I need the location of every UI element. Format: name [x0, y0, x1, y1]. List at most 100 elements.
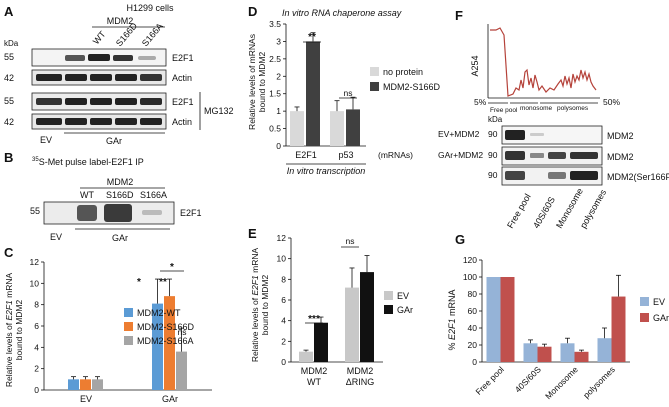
panel-b-title: 35S-Met pulse label-E2F1 IP [32, 157, 144, 167]
panel-d-y-tick-label: 1.5 [269, 89, 281, 99]
panel-a-group-ev: EV [40, 135, 52, 145]
panel-e-y-tick-label: 8 [281, 274, 286, 284]
panel-f-blot-3 [501, 166, 603, 186]
panel-e-ylabel-1: Relative levels of E2F1 mRNA [250, 247, 260, 362]
panel-g-y-tick-label: 40 [468, 323, 478, 333]
panel-c-annot-star-3: * [170, 262, 174, 273]
panel-e-y-tick-label: 4 [281, 316, 286, 326]
panel-f-trace-start: 5% [474, 97, 487, 107]
panel-c-bar [80, 379, 91, 390]
panel-e-annot-ns: ns [346, 236, 355, 246]
panel-f-row2-mw: 90 [488, 150, 498, 160]
panel-e-bar [360, 272, 374, 362]
panel-d-y-tick-label: 2 [276, 71, 281, 81]
panel-c-legend-label: MDM2-WT [137, 308, 181, 318]
panel-e-y-tick-label: 6 [281, 295, 286, 305]
panel-e-letter: E [248, 226, 257, 241]
panel-d-ylabel-1: Relative levels of mRNAs [247, 34, 257, 130]
panel-f-kda: kDa [488, 115, 503, 124]
panel-b-blot [43, 201, 175, 225]
panel-c-legend-swatch [124, 336, 133, 345]
panel-a-mw-3: 55 [4, 96, 14, 106]
panel-a-mw-1: 55 [4, 52, 14, 62]
panel-d-bar [346, 109, 360, 146]
panel-d-title: In vitro RNA chaperone assay [282, 8, 402, 18]
panel-c-plot: 0 2 4 6 8 10 12 EV GAr MDM2-WT MDM2-S166D MDM2-S166… [30, 257, 212, 404]
panel-f-frac-monosome: monosome [520, 105, 553, 112]
panel-a-mw-2: 42 [4, 73, 14, 83]
panel-e-legend-label: GAr [397, 305, 413, 315]
panel-a-blot-actin-mg132 [31, 113, 167, 130]
panel-b-lane-s166d: S166D [106, 190, 134, 200]
panel-b: B 35S-Met pulse label-E2F1 IP MDM2 WT S1… [4, 150, 202, 243]
panel-c-legend-swatch [124, 322, 133, 331]
panel-g-bar [486, 277, 501, 362]
panel-c-annot-star-1: * [137, 277, 141, 288]
panel-d-ylabel-2: bound to MDM2 [257, 51, 267, 112]
panel-g-legend-swatch [640, 297, 649, 306]
panel-d-plot: 0 0.5 1 1.5 2 2.5 3 3.5 E2F1 p53 no protein MDM2-S1… [269, 19, 440, 160]
panel-a-group-gar: GAr [106, 136, 122, 146]
panel-b-letter: B [4, 150, 13, 165]
panel-g-y-tick-label: 60 [468, 306, 478, 316]
panel-b-lane-s166a: S166A [140, 190, 167, 200]
panel-g-y-tick-label: 0 [472, 357, 477, 367]
panel-b-group-gar: GAr [112, 233, 128, 243]
panel-g-y-tick-label: 20 [468, 340, 478, 350]
panel-d-legend-swatch [370, 67, 379, 76]
panel-c-bar [152, 303, 163, 390]
panel-f-trace-end: 50% [603, 97, 620, 107]
panel-c-y-tick-label: 12 [30, 257, 40, 267]
panel-c-annot-star-2: ** [159, 277, 167, 288]
panel-d: D In vitro RNA chaperone assay Relative … [247, 4, 441, 176]
panel-a-mw-4: 42 [4, 117, 14, 127]
panel-d-y-tick-label: 0.5 [269, 124, 281, 134]
panel-g-category-label: polysomes [581, 364, 617, 400]
panel-g-bar [574, 351, 589, 362]
panel-e-y-tick-label: 0 [281, 357, 286, 367]
panel-e-category-label: MDM2 [301, 366, 328, 376]
panel-e-ylabel-2: bound to MDM2 [260, 274, 270, 335]
panel-d-letter: D [248, 4, 257, 19]
panel-d-annot-stars: ** [308, 32, 316, 43]
panel-a-label-actin: Actin [172, 73, 192, 83]
panel-g-bar [611, 296, 626, 362]
panel-d-y-tick-label: 1 [276, 106, 281, 116]
panel-a-label-actin-2: Actin [172, 117, 192, 127]
panel-e-bar [345, 287, 359, 362]
panel-g-legend-label: EV [653, 297, 665, 307]
panel-d-unit-label: (mRNAs) [378, 150, 413, 160]
panel-d-bar [330, 111, 344, 146]
panel-d-legend-swatch [370, 82, 379, 91]
panel-f-frac-polysomes: polysomes [557, 105, 589, 112]
panel-c-category-label: EV [80, 394, 92, 404]
panel-g-category-label: 40S/60S [513, 364, 543, 394]
panel-a-blot-actin [31, 69, 167, 86]
panel-e-bar [314, 322, 328, 362]
panel-f-blot-1 [501, 125, 603, 145]
panel-b-mdm2-header: MDM2 [107, 177, 134, 187]
panel-e-y-tick-label: 10 [277, 254, 287, 264]
panel-c-y-tick-label: 8 [34, 300, 39, 310]
panel-g-y-tick-label: 120 [463, 255, 477, 265]
panel-e-legend-label: EV [397, 291, 409, 301]
panel-f-frac-free-pool: Free pool [490, 107, 518, 114]
panel-f-row2-protein: MDM2 [607, 152, 634, 162]
panel-e-category-label-2: WT [307, 377, 321, 387]
panel-c-ylabel-1: Relative levels of E2F1 mRNA [4, 272, 14, 387]
panel-d-legend-label: MDM2-S166D [383, 82, 441, 92]
panel-c-ylabel-2: bound to MDM2 [14, 299, 24, 360]
panel-g-bar [500, 277, 515, 362]
panel-e-category-label: MDM2 [347, 366, 374, 376]
panel-g-category-label: Free pool [473, 364, 506, 397]
panel-c-y-tick-label: 4 [34, 342, 39, 352]
panel-c-category-label: GAr [162, 394, 178, 404]
panel-c-legend-label: MDM2-S166A [137, 336, 194, 346]
panel-g: G % E2F1 mRNA 0 20 40 60 80 100 120 Free pool 40… [447, 232, 669, 401]
panel-d-bar [290, 111, 304, 146]
panel-c-bar [92, 379, 103, 390]
panel-g-letter: G [455, 232, 465, 247]
panel-a-lane-wt: WT [91, 29, 108, 47]
panel-f-row1-label: EV+MDM2 [438, 129, 480, 139]
panel-c: C Relative levels of E2F1 mRNA bound to … [4, 245, 212, 404]
